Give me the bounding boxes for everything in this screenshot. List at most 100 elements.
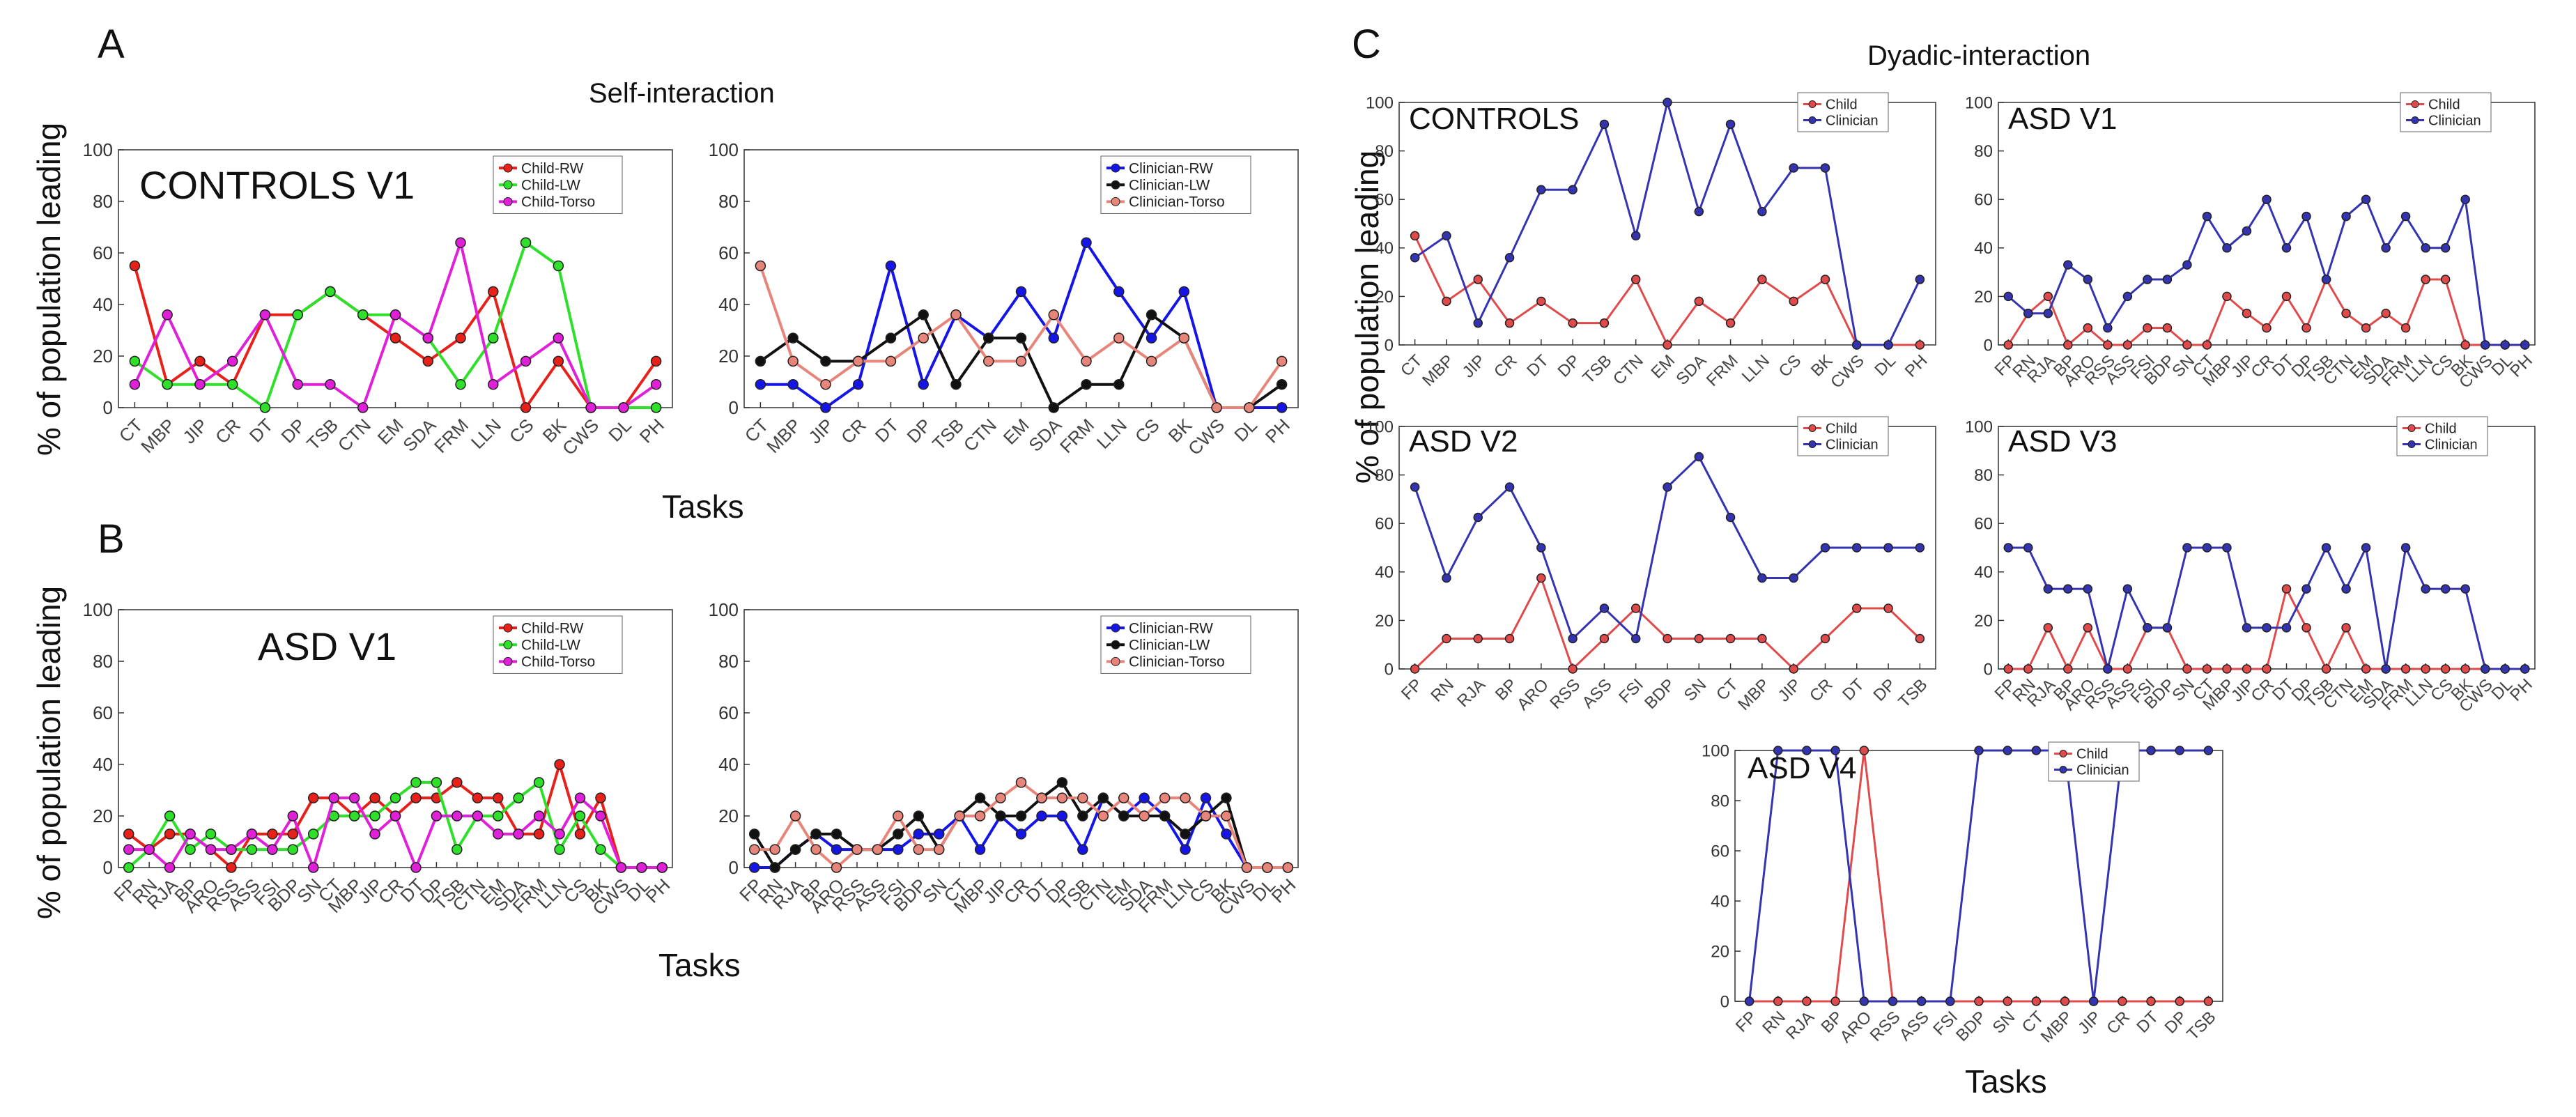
x-tick-label: DT <box>871 415 903 447</box>
data-point <box>554 759 565 770</box>
y-tick-label: 100 <box>1366 417 1394 436</box>
data-point <box>1757 206 1767 217</box>
data-point <box>1536 185 1546 195</box>
y-tick-label: 0 <box>1385 660 1394 679</box>
data-point <box>1036 792 1047 803</box>
x-tick-label: RJA <box>1453 675 1489 711</box>
data-point <box>1757 633 1767 644</box>
x-tick-label: JIP <box>178 415 212 448</box>
data-point <box>2460 194 2470 204</box>
legend-marker <box>1111 197 1120 206</box>
legend-label: Clinician <box>1826 114 1879 129</box>
x-tick-label: FP <box>1732 1008 1761 1036</box>
data-point <box>2182 340 2192 350</box>
data-point <box>1473 318 1483 328</box>
x-tick-label: PH <box>1261 415 1294 447</box>
data-point <box>2202 340 2212 350</box>
data-point <box>455 332 466 344</box>
x-tick-label: PH <box>1902 351 1931 381</box>
data-point <box>1789 163 1798 173</box>
data-point <box>574 792 586 803</box>
legend-marker <box>2059 750 2067 757</box>
data-point <box>2083 275 2093 284</box>
data-point <box>328 792 339 803</box>
legend-marker <box>2059 766 2067 773</box>
data-point <box>205 844 217 855</box>
legend-marker <box>503 163 513 173</box>
data-point <box>2143 323 2152 333</box>
data-point <box>410 792 422 803</box>
data-point <box>2003 664 2014 674</box>
plot-frame <box>1998 102 2536 346</box>
x-tick-label: RJA <box>1782 1008 1818 1043</box>
data-point <box>2361 664 2371 674</box>
x-tick-label: RN <box>1427 675 1458 706</box>
data-point <box>1410 482 1420 492</box>
data-point <box>1146 355 1157 367</box>
data-point <box>2222 291 2232 302</box>
data-point <box>123 844 134 855</box>
legend-label: Child <box>2428 98 2460 113</box>
x-tick-label: CTN <box>334 415 375 456</box>
y-tick-label: 40 <box>1711 892 1729 911</box>
data-point <box>390 332 401 344</box>
data-point <box>2175 996 2184 1006</box>
data-point <box>1146 332 1157 344</box>
data-point <box>267 829 278 840</box>
data-point <box>520 355 532 367</box>
y-tick-label: 100 <box>709 139 739 160</box>
legend-label: Clinician <box>2076 763 2129 778</box>
legend-label: Child <box>1826 98 1858 113</box>
y-tick-label: 40 <box>1375 239 1394 258</box>
data-point <box>1916 996 1927 1006</box>
data-point <box>810 829 822 840</box>
data-point <box>162 378 173 390</box>
y-tick-label: 100 <box>1366 93 1394 112</box>
x-tick-label: CS <box>1131 415 1164 447</box>
x-tick-label: RN <box>1759 1008 1789 1038</box>
x-tick-label: TSB <box>1579 351 1615 387</box>
y-tick-label: 100 <box>1965 93 1993 112</box>
data-point <box>520 237 532 248</box>
data-point <box>1883 603 1893 613</box>
y-tick-label: 0 <box>729 857 739 878</box>
data-point <box>1789 573 1798 583</box>
x-tick-label: CTN <box>1610 351 1647 389</box>
data-point <box>2321 543 2331 553</box>
data-point <box>810 844 822 855</box>
data-point <box>2122 584 2133 594</box>
data-point <box>246 829 258 840</box>
plot-frame <box>1734 750 2223 1002</box>
data-point <box>1282 862 1294 873</box>
legend-label: Child <box>2425 422 2457 437</box>
data-point <box>2440 664 2451 674</box>
x-tick-label: CTN <box>959 415 1001 456</box>
data-point <box>2520 340 2530 350</box>
data-point <box>885 260 897 272</box>
data-point <box>287 844 299 855</box>
y-tick-label: 0 <box>1720 992 1729 1011</box>
data-point <box>129 355 141 367</box>
data-point <box>369 810 380 822</box>
data-point <box>2301 584 2311 594</box>
x-tick-label: SDA <box>1024 414 1065 455</box>
y-tick-label: 40 <box>1974 563 1993 582</box>
chart-title: ASD V3 <box>2008 424 2118 459</box>
data-point <box>893 844 904 855</box>
data-point <box>1599 318 1610 328</box>
legend-marker <box>1808 424 1817 432</box>
data-point <box>1859 996 1869 1006</box>
x-tick-label: FRM <box>1056 415 1098 457</box>
data-point <box>2182 664 2192 674</box>
legend-label: Clinician-Torso <box>1129 194 1225 210</box>
data-point <box>787 332 799 344</box>
data-point <box>2003 340 2014 350</box>
y-tick-label: 40 <box>93 754 113 775</box>
y-tick-label: 60 <box>93 242 113 263</box>
x-tick-label: LLN <box>467 415 505 453</box>
legend-box <box>1100 615 1251 674</box>
data-point <box>2460 664 2470 674</box>
data-point <box>2421 584 2430 594</box>
data-point <box>2460 340 2470 350</box>
